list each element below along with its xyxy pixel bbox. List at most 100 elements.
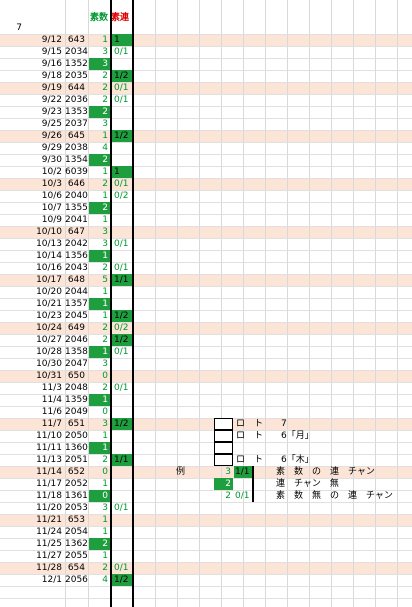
prime-count: 0 bbox=[102, 467, 108, 477]
grid-row bbox=[0, 214, 412, 215]
prime-count: 1 bbox=[102, 431, 108, 441]
grid-row bbox=[0, 142, 412, 143]
number: 1361 bbox=[65, 491, 88, 501]
number: 2046 bbox=[65, 335, 88, 345]
prime-count: 2 bbox=[102, 263, 108, 273]
number: 648 bbox=[67, 275, 85, 285]
prime-count: 5 bbox=[102, 275, 108, 285]
sample-bar bbox=[252, 478, 254, 490]
grid-col bbox=[199, 0, 200, 607]
number: 2038 bbox=[65, 143, 88, 153]
header-primes: 素数 bbox=[89, 13, 108, 23]
number: 2049 bbox=[65, 407, 88, 417]
ren: 1/1 bbox=[112, 454, 133, 466]
ren: 1/2 bbox=[112, 70, 133, 82]
sample-count: 2 bbox=[214, 478, 233, 490]
date: 11/7 bbox=[41, 419, 62, 429]
date: 10/13 bbox=[36, 239, 62, 249]
grid-row bbox=[0, 562, 412, 563]
grid-row bbox=[0, 274, 412, 275]
grid-row bbox=[0, 358, 412, 359]
sample-text: 素 数 の 連 チャン bbox=[276, 467, 375, 477]
ren: 1/2 bbox=[112, 130, 133, 142]
prime-count: 1 bbox=[102, 311, 108, 321]
prime-count: 2 bbox=[89, 106, 110, 118]
number: 651 bbox=[67, 419, 85, 429]
number: 2043 bbox=[65, 263, 88, 273]
date: 10/28 bbox=[36, 347, 62, 357]
date: 11/27 bbox=[36, 551, 62, 561]
number: 2048 bbox=[65, 383, 88, 393]
prime-count: 2 bbox=[102, 563, 108, 573]
date: 11/4 bbox=[41, 395, 62, 405]
grid-row bbox=[0, 526, 412, 527]
date: 11/10 bbox=[36, 431, 62, 441]
number: 1362 bbox=[65, 539, 88, 549]
grid-row bbox=[0, 538, 412, 539]
number: 644 bbox=[67, 83, 85, 93]
grid-row bbox=[0, 262, 412, 263]
prime-count: 3 bbox=[102, 47, 108, 57]
sample-count: 2 bbox=[225, 491, 231, 501]
date: 10/23 bbox=[36, 311, 62, 321]
number: 652 bbox=[67, 467, 85, 477]
date: 10/10 bbox=[36, 227, 62, 237]
column-border bbox=[132, 0, 134, 607]
grid-col bbox=[309, 0, 310, 607]
number: 1359 bbox=[65, 395, 88, 405]
prime-count: 1 bbox=[102, 515, 108, 525]
number: 649 bbox=[67, 323, 85, 333]
ren: 0/1 bbox=[114, 239, 129, 249]
grid-row bbox=[0, 190, 412, 191]
number: 650 bbox=[67, 371, 85, 381]
prime-count: 0 bbox=[102, 407, 108, 417]
grid-row bbox=[0, 394, 412, 395]
number: 654 bbox=[67, 563, 85, 573]
date: 9/26 bbox=[41, 131, 62, 141]
sample-ren: 0/1 bbox=[235, 491, 250, 501]
grid-row bbox=[0, 202, 412, 203]
grid-row bbox=[0, 442, 412, 443]
prime-count: 1 bbox=[102, 35, 108, 45]
prime-count: 1 bbox=[102, 527, 108, 537]
prime-count: 3 bbox=[102, 419, 108, 429]
grid-row bbox=[0, 370, 412, 371]
grid-row bbox=[0, 418, 412, 419]
number: 1360 bbox=[65, 443, 88, 453]
prime-count: 2 bbox=[102, 95, 108, 105]
prime-count: 4 bbox=[102, 143, 108, 153]
prime-count: 1 bbox=[102, 551, 108, 561]
grid-col bbox=[177, 0, 178, 607]
ren: 0/2 bbox=[114, 323, 129, 333]
grid-row bbox=[0, 226, 412, 227]
grid-row bbox=[0, 550, 412, 551]
prime-count: 2 bbox=[89, 154, 110, 166]
ren: 0/1 bbox=[114, 95, 129, 105]
prime-count: 2 bbox=[89, 202, 110, 214]
header-ren: 素連 bbox=[111, 13, 130, 23]
grid-row bbox=[0, 346, 412, 347]
number: 646 bbox=[67, 179, 85, 189]
date: 10/24 bbox=[36, 323, 62, 333]
grid-col bbox=[287, 0, 288, 607]
number: 2042 bbox=[65, 239, 88, 249]
number: 2053 bbox=[65, 503, 88, 513]
grid-row bbox=[0, 298, 412, 299]
sample-count: 3 bbox=[225, 467, 231, 477]
key-label: ロ ト 7 bbox=[236, 419, 287, 429]
prime-count: 3 bbox=[102, 239, 108, 249]
prime-count: 1 bbox=[102, 287, 108, 297]
prime-count: 2 bbox=[102, 383, 108, 393]
prime-count: 2 bbox=[102, 323, 108, 333]
ren: 0/2 bbox=[114, 191, 129, 201]
ren: 1/1 bbox=[112, 274, 133, 286]
key-box bbox=[214, 454, 233, 466]
prime-count: 3 bbox=[102, 119, 108, 129]
grid-row bbox=[0, 58, 412, 59]
date: 9/23 bbox=[41, 107, 62, 117]
grid-row bbox=[0, 334, 412, 335]
key-box bbox=[214, 442, 233, 454]
sample-text: 素 数 無 の 連 チャン bbox=[276, 491, 393, 501]
number: 1353 bbox=[65, 107, 88, 117]
grid-row bbox=[0, 166, 412, 167]
